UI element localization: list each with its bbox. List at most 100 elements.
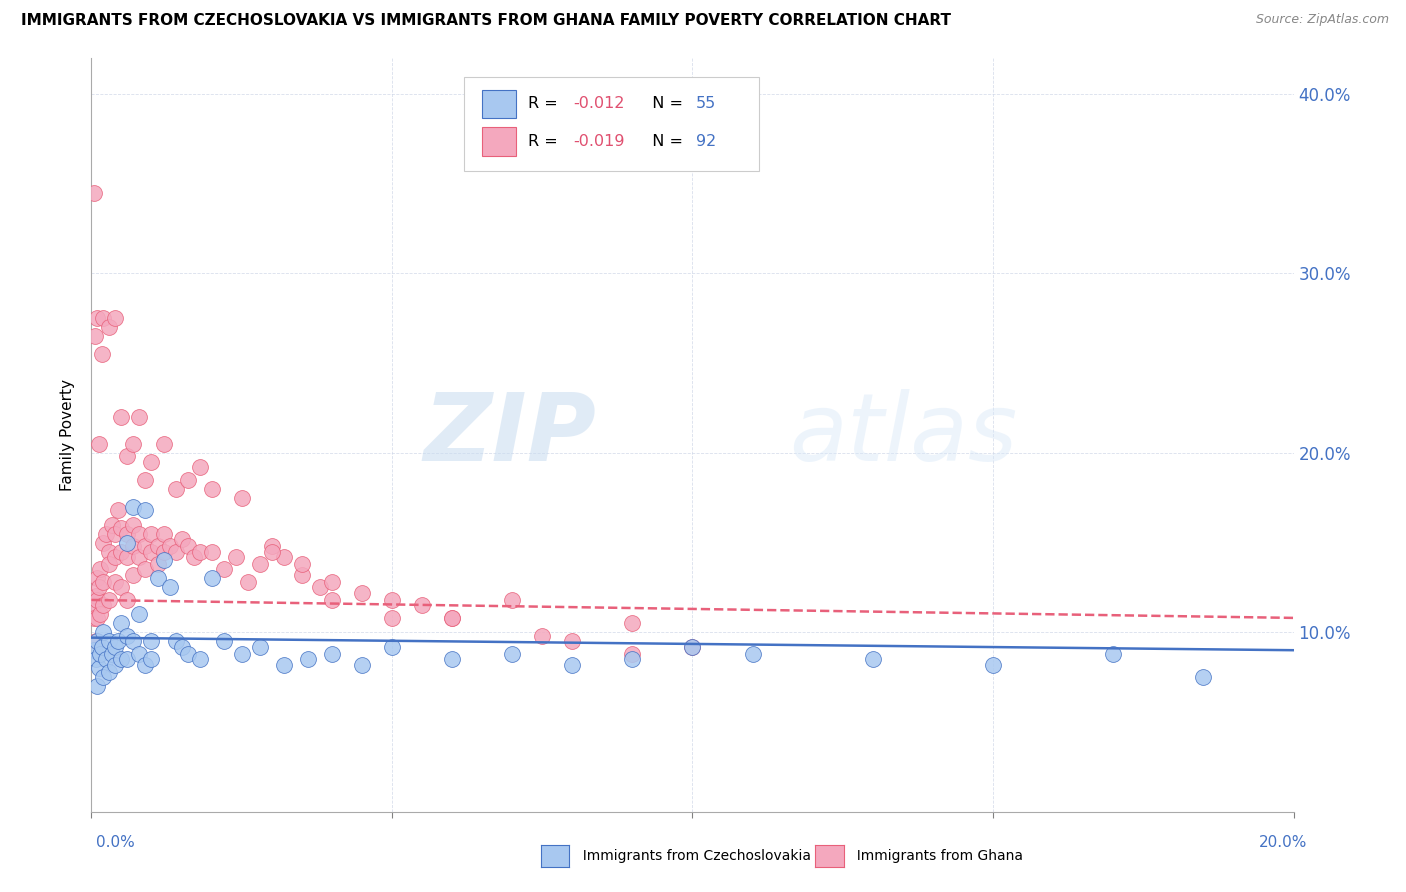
Point — [110, 616, 132, 631]
Point — [141, 544, 163, 558]
Point — [141, 455, 163, 469]
Point — [86, 679, 108, 693]
Point — [87, 581, 110, 595]
Point — [212, 634, 235, 648]
Point — [117, 526, 139, 541]
Text: ZIP: ZIP — [423, 389, 596, 481]
Point — [96, 652, 118, 666]
Point — [321, 574, 343, 589]
Point — [96, 526, 118, 541]
Point — [86, 634, 108, 648]
Point — [249, 640, 271, 654]
Point — [141, 526, 163, 541]
Point — [104, 526, 127, 541]
Point — [98, 593, 121, 607]
Point — [621, 652, 644, 666]
Point — [146, 539, 169, 553]
Point — [93, 625, 115, 640]
Point — [152, 526, 174, 541]
Point — [981, 657, 1004, 672]
Point — [308, 581, 330, 595]
Point — [201, 571, 224, 585]
Text: R =: R = — [527, 134, 562, 149]
Point — [231, 491, 253, 505]
Point — [101, 517, 124, 532]
Point — [83, 643, 105, 657]
Point — [440, 611, 463, 625]
Text: Immigrants from Czechoslovakia: Immigrants from Czechoslovakia — [574, 849, 811, 863]
Text: -0.012: -0.012 — [574, 96, 624, 112]
Point — [98, 634, 121, 648]
Point — [86, 593, 108, 607]
Text: N =: N = — [643, 134, 688, 149]
Point — [236, 574, 259, 589]
Point — [110, 521, 132, 535]
Point — [681, 640, 703, 654]
Point — [411, 599, 433, 613]
Point — [104, 549, 127, 564]
Point — [440, 611, 463, 625]
Point — [291, 557, 314, 571]
FancyBboxPatch shape — [482, 128, 516, 156]
Point — [273, 657, 295, 672]
FancyBboxPatch shape — [482, 89, 516, 119]
Point — [93, 599, 115, 613]
Point — [561, 634, 583, 648]
Point — [117, 652, 139, 666]
Point — [89, 647, 111, 661]
Point — [134, 503, 156, 517]
Point — [82, 599, 104, 613]
Point — [201, 482, 224, 496]
Point — [104, 574, 127, 589]
Point — [231, 647, 253, 661]
Point — [381, 640, 404, 654]
Point — [291, 567, 314, 582]
Point — [681, 640, 703, 654]
Point — [183, 549, 205, 564]
Text: -0.019: -0.019 — [574, 134, 624, 149]
Point — [1192, 670, 1215, 684]
Point — [98, 665, 121, 679]
Point — [107, 503, 129, 517]
Point — [225, 549, 247, 564]
Point — [83, 611, 105, 625]
Point — [440, 652, 463, 666]
Point — [212, 562, 235, 576]
Point — [84, 652, 107, 666]
Point — [122, 517, 145, 532]
Point — [134, 539, 156, 553]
Point — [91, 640, 114, 654]
Point — [188, 544, 211, 558]
Point — [134, 657, 156, 672]
Point — [101, 647, 124, 661]
Point — [170, 532, 193, 546]
Point — [110, 544, 132, 558]
Point — [122, 634, 145, 648]
Point — [128, 549, 150, 564]
Point — [273, 549, 295, 564]
Point — [93, 670, 115, 684]
Text: IMMIGRANTS FROM CZECHOSLOVAKIA VS IMMIGRANTS FROM GHANA FAMILY POVERTY CORRELATI: IMMIGRANTS FROM CZECHOSLOVAKIA VS IMMIGR… — [21, 13, 950, 29]
Point — [117, 593, 139, 607]
Text: Source: ZipAtlas.com: Source: ZipAtlas.com — [1256, 13, 1389, 27]
Point — [381, 611, 404, 625]
Point — [89, 607, 111, 622]
Point — [350, 586, 373, 600]
Point — [91, 347, 114, 361]
Point — [86, 571, 108, 585]
FancyBboxPatch shape — [464, 77, 759, 171]
Point — [165, 634, 187, 648]
Point — [152, 544, 174, 558]
Point — [128, 409, 150, 424]
Point — [104, 657, 127, 672]
Point — [134, 562, 156, 576]
Point — [110, 581, 132, 595]
Point — [93, 574, 115, 589]
Point — [260, 539, 283, 553]
Point — [84, 634, 107, 648]
Point — [84, 329, 107, 343]
Point — [93, 311, 115, 326]
Text: N =: N = — [643, 96, 688, 112]
Point — [98, 320, 121, 334]
Point — [297, 652, 319, 666]
